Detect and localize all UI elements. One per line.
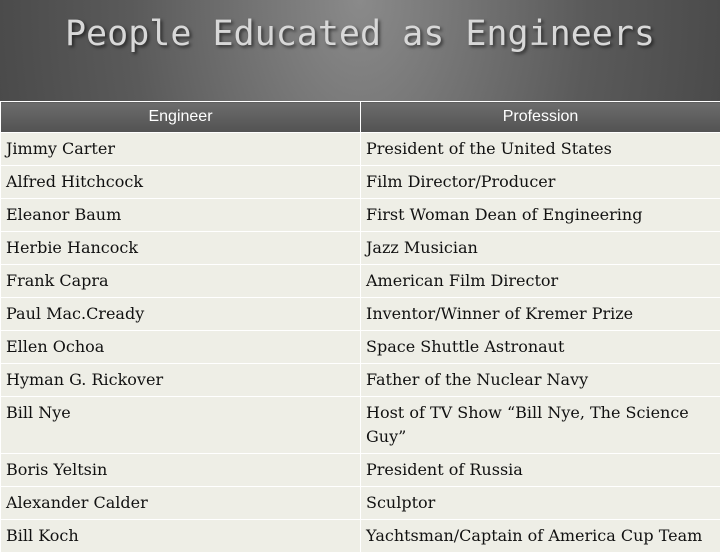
profession-cell: Inventor/Winner of Kremer Prize [361,298,720,331]
engineer-cell: Alfred Hitchcock [1,166,361,199]
table-row: Alfred Hitchcock Film Director/Producer [1,166,720,199]
header-engineer: Engineer [1,102,361,133]
profession-cell: Film Director/Producer [361,166,720,199]
engineer-cell: Ellen Ochoa [1,331,361,364]
profession-cell: Yachtsman/Captain of America Cup Team [361,520,720,553]
profession-cell: First Woman Dean of Engineering [361,199,720,232]
table-row: Eleanor Baum First Woman Dean of Enginee… [1,199,720,232]
table-row: Ellen Ochoa Space Shuttle Astronaut [1,331,720,364]
engineers-table: Engineer Profession Jimmy Carter Preside… [0,101,720,553]
table-row: Bill Koch Yachtsman/Captain of America C… [1,520,720,553]
table-row: Bill Nye Host of TV Show “Bill Nye, The … [1,397,720,454]
profession-cell: Father of the Nuclear Navy [361,364,720,397]
slide-title: People Educated as Engineers [0,14,720,54]
title-area: People Educated as Engineers [0,0,720,100]
table-row: Frank Capra American Film Director [1,265,720,298]
table-row: Hyman G. Rickover Father of the Nuclear … [1,364,720,397]
profession-cell: Sculptor [361,487,720,520]
profession-cell: Space Shuttle Astronaut [361,331,720,364]
engineer-cell: Herbie Hancock [1,232,361,265]
table-row: Herbie Hancock Jazz Musician [1,232,720,265]
engineer-cell: Hyman G. Rickover [1,364,361,397]
table-row: Boris Yeltsin President of Russia [1,454,720,487]
engineer-cell: Jimmy Carter [1,133,361,166]
table-row: Paul Mac.Cready Inventor/Winner of Kreme… [1,298,720,331]
header-profession: Profession [361,102,720,133]
table-row: Alexander Calder Sculptor [1,487,720,520]
engineer-cell: Paul Mac.Cready [1,298,361,331]
profession-cell: Jazz Musician [361,232,720,265]
engineer-cell: Boris Yeltsin [1,454,361,487]
profession-cell: President of the United States [361,133,720,166]
engineer-cell: Bill Koch [1,520,361,553]
slide-background: People Educated as Engineers Engineer Pr… [0,0,720,540]
engineer-cell: Bill Nye [1,397,361,454]
table-row: Jimmy Carter President of the United Sta… [1,133,720,166]
engineer-cell: Eleanor Baum [1,199,361,232]
engineer-cell: Alexander Calder [1,487,361,520]
engineer-cell: Frank Capra [1,265,361,298]
profession-cell: American Film Director [361,265,720,298]
profession-cell: Host of TV Show “Bill Nye, The Science G… [361,397,720,454]
table-header-row: Engineer Profession [1,102,720,133]
profession-cell: President of Russia [361,454,720,487]
